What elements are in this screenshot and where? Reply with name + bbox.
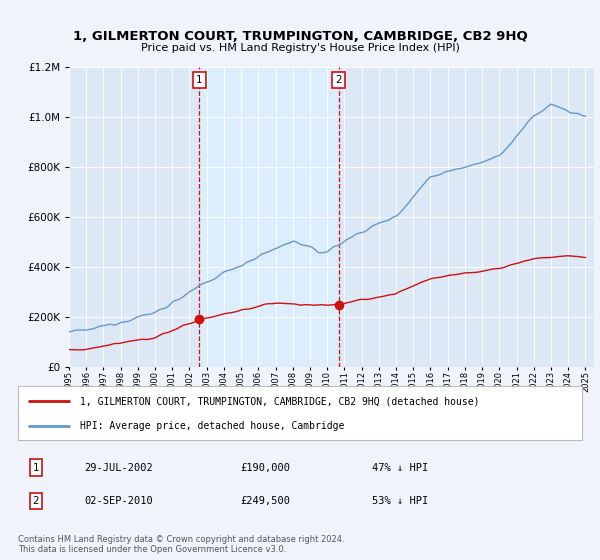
Bar — [199, 67, 339, 367]
Text: 1: 1 — [196, 74, 203, 85]
Text: 53% ↓ HPI: 53% ↓ HPI — [372, 496, 428, 506]
Text: 29-JUL-2002: 29-JUL-2002 — [84, 463, 153, 473]
Text: 47% ↓ HPI: 47% ↓ HPI — [372, 463, 428, 473]
Text: 1, GILMERTON COURT, TRUMPINGTON, CAMBRIDGE, CB2 9HQ: 1, GILMERTON COURT, TRUMPINGTON, CAMBRID… — [73, 30, 527, 43]
Text: 2: 2 — [32, 496, 40, 506]
Text: 1: 1 — [32, 463, 40, 473]
Text: £249,500: £249,500 — [240, 496, 290, 506]
Text: 2: 2 — [335, 74, 342, 85]
Text: Price paid vs. HM Land Registry's House Price Index (HPI): Price paid vs. HM Land Registry's House … — [140, 43, 460, 53]
Text: Contains HM Land Registry data © Crown copyright and database right 2024.
This d: Contains HM Land Registry data © Crown c… — [18, 535, 344, 554]
Text: 1, GILMERTON COURT, TRUMPINGTON, CAMBRIDGE, CB2 9HQ (detached house): 1, GILMERTON COURT, TRUMPINGTON, CAMBRID… — [80, 396, 479, 407]
Text: 02-SEP-2010: 02-SEP-2010 — [84, 496, 153, 506]
Text: HPI: Average price, detached house, Cambridge: HPI: Average price, detached house, Camb… — [80, 421, 344, 431]
Text: £190,000: £190,000 — [240, 463, 290, 473]
